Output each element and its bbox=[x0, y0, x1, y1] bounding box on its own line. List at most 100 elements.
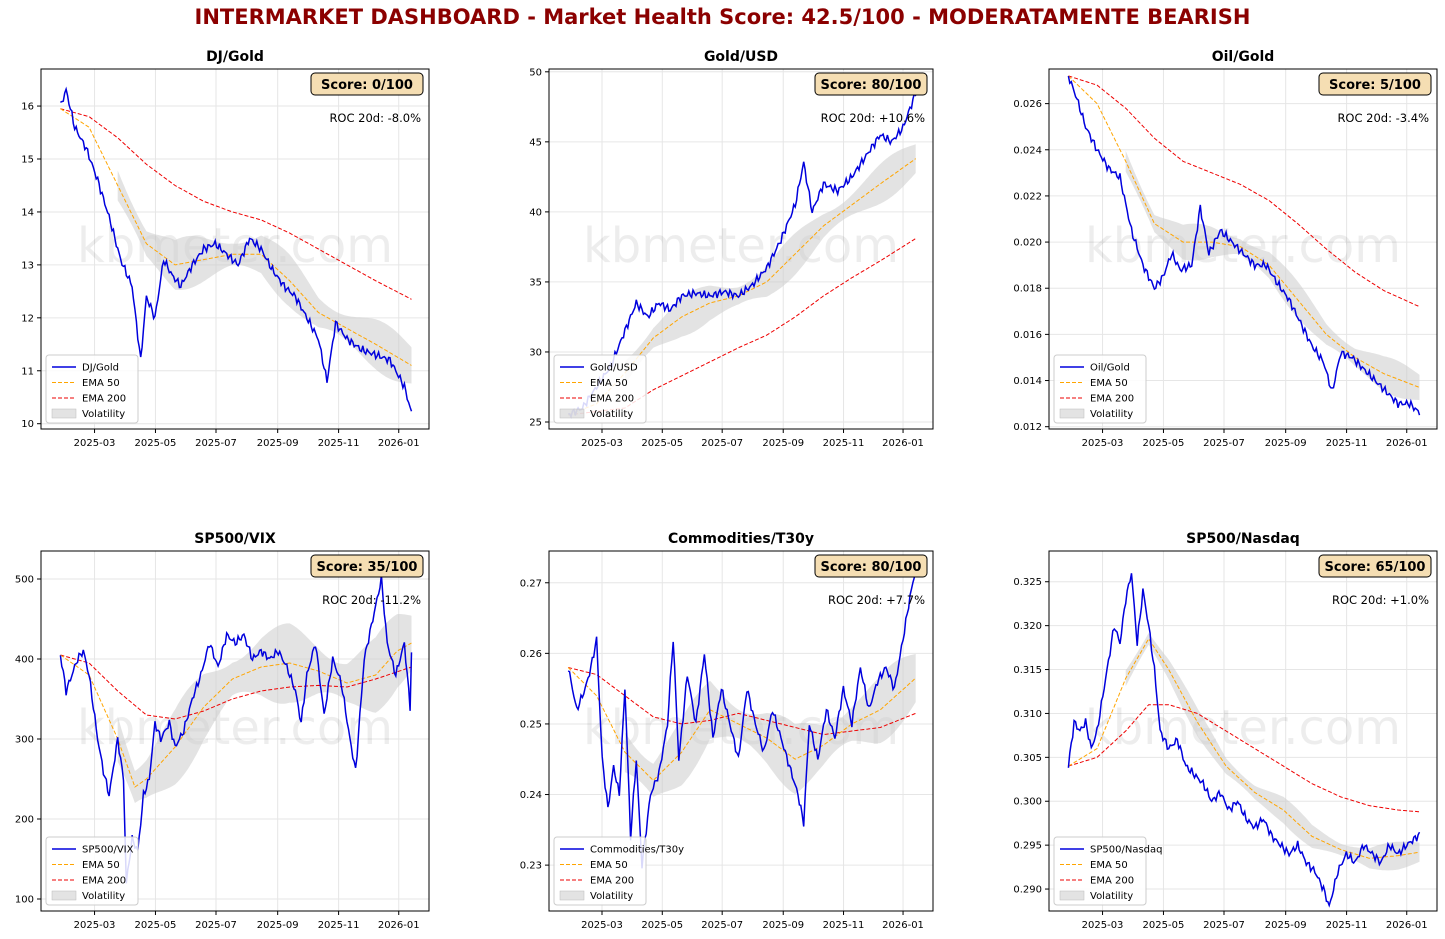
chart-panel-6: kbmeter.com 0.290 0.295 0.300 0.305 0.310 0.31… bbox=[1013, 531, 1438, 931]
legend-item-ema50: EMA 50 bbox=[1090, 378, 1128, 389]
score-text: Score: 80/100 bbox=[821, 78, 922, 93]
y-tick-label: 0.320 bbox=[1013, 621, 1042, 632]
volatility-band bbox=[117, 170, 412, 384]
y-tick-label: 0.300 bbox=[1013, 797, 1042, 808]
score-badge bbox=[1318, 554, 1432, 578]
legend-item-price: SP500/VIX bbox=[82, 845, 134, 856]
legend-item-ema50: EMA 50 bbox=[590, 378, 628, 389]
plot-frame bbox=[548, 550, 934, 912]
y-tick-label: 35 bbox=[529, 277, 542, 288]
price-line bbox=[1067, 75, 1421, 416]
x-tick-label: 2025-09 bbox=[1265, 920, 1307, 931]
y-tick-label: 500 bbox=[15, 575, 34, 586]
y-tick-label: 12 bbox=[21, 313, 34, 324]
y-tick-label: 15 bbox=[21, 155, 34, 166]
plot-frame bbox=[548, 68, 934, 430]
plot-frame bbox=[40, 68, 430, 430]
y-tick-label: 200 bbox=[15, 815, 34, 826]
x-tick-label: 2025-11 bbox=[318, 920, 360, 931]
score-text: Score: 0/100 bbox=[321, 78, 413, 93]
x-tick-label: 2025-09 bbox=[257, 438, 299, 449]
x-tick-label: 2025-05 bbox=[641, 438, 683, 449]
chart-panel-4: kbmeter.com 100 200 300 400 500 2025-03 2025-05… bbox=[15, 531, 430, 931]
x-tick-label: 2025-05 bbox=[135, 438, 177, 449]
legend-item-ema50: EMA 50 bbox=[82, 860, 120, 871]
ema200-line bbox=[60, 108, 412, 300]
legend-item-price: Gold/USD bbox=[590, 363, 638, 374]
y-tick-label: 0.25 bbox=[520, 719, 542, 730]
y-tick-label: 50 bbox=[529, 67, 542, 78]
score-badge bbox=[1318, 72, 1432, 96]
x-tick-label: 2026-01 bbox=[1386, 920, 1428, 931]
y-tick-label: 400 bbox=[15, 655, 34, 666]
y-tick-label: 0.026 bbox=[1013, 99, 1042, 110]
x-tick-label: 2025-11 bbox=[318, 438, 360, 449]
y-tick-label: 10 bbox=[21, 419, 34, 430]
volatility-band bbox=[117, 614, 412, 803]
y-tick-label: 0.27 bbox=[520, 578, 542, 589]
legend: SP500/Nasdaq EMA 50 EMA 200 Volatility bbox=[1053, 836, 1162, 906]
legend-item-volatility: Volatility bbox=[590, 891, 633, 902]
legend: Gold/USD EMA 50 EMA 200 Volatility bbox=[553, 354, 647, 424]
ema200-line bbox=[568, 667, 916, 736]
y-tick-label: 0.024 bbox=[1013, 145, 1042, 156]
y-tick-label: 0.014 bbox=[1013, 376, 1042, 387]
x-tick-label: 2025-07 bbox=[1203, 920, 1245, 931]
x-tick-label: 2025-05 bbox=[135, 920, 177, 931]
x-tick-label: 2025-11 bbox=[823, 438, 865, 449]
x-tick-label: 2025-09 bbox=[762, 438, 804, 449]
legend: DJ/Gold EMA 50 EMA 200 Volatility bbox=[45, 354, 139, 424]
y-tick-label: 30 bbox=[529, 347, 542, 358]
legend-item-price: Commodities/T30y bbox=[590, 845, 684, 856]
legend-item-price: SP500/Nasdaq bbox=[1090, 845, 1162, 856]
x-tick-label: 2026-01 bbox=[378, 438, 420, 449]
ema200-line bbox=[568, 238, 916, 416]
y-tick-label: 0.016 bbox=[1013, 330, 1042, 341]
plot-frame bbox=[1048, 550, 1438, 912]
chart-title: Gold/USD bbox=[704, 49, 778, 65]
watermark: kbmeter.com bbox=[583, 218, 899, 274]
y-tick-label: 0.24 bbox=[520, 790, 542, 801]
x-tick-label: 2025-09 bbox=[762, 920, 804, 931]
legend-item-volatility: Volatility bbox=[590, 409, 633, 420]
x-tick-label: 2026-01 bbox=[378, 920, 420, 931]
y-tick-label: 14 bbox=[21, 207, 34, 218]
chart-title: Oil/Gold bbox=[1212, 49, 1275, 65]
plot-frame bbox=[40, 550, 430, 912]
score-badge bbox=[814, 72, 928, 96]
legend-item-volatility: Volatility bbox=[82, 891, 125, 902]
watermark: kbmeter.com bbox=[77, 700, 393, 756]
x-tick-label: 2025-05 bbox=[1143, 438, 1185, 449]
legend-item-ema200: EMA 200 bbox=[82, 876, 126, 887]
legend-item-ema200: EMA 200 bbox=[590, 876, 634, 887]
chart-panel-1: kbmeter.com101112131415162025-032025-052… bbox=[21, 49, 430, 449]
x-tick-label: 2025-07 bbox=[195, 438, 237, 449]
chart-panel-5: kbmeter.com0.230.240.250.260.272025-0320… bbox=[520, 531, 934, 931]
x-tick-label: 2025-09 bbox=[1265, 438, 1307, 449]
x-tick-label: 2025-03 bbox=[74, 920, 116, 931]
legend-item-ema200: EMA 200 bbox=[590, 394, 634, 405]
x-tick-label: 2026-01 bbox=[882, 920, 924, 931]
legend: SP500/VIX EMA 50 EMA 200 Volatility bbox=[45, 836, 139, 906]
y-tick-label: 0.310 bbox=[1013, 709, 1042, 720]
y-tick-label: 0.012 bbox=[1013, 422, 1042, 433]
score-badge bbox=[310, 554, 424, 578]
score-badge bbox=[814, 554, 928, 578]
score-text: Score: 35/100 bbox=[317, 560, 418, 575]
legend: Oil/Gold EMA 50 EMA 200 Volatility bbox=[1053, 354, 1147, 424]
x-tick-label: 2025-11 bbox=[823, 920, 865, 931]
y-tick-label: 100 bbox=[15, 895, 34, 906]
chart-title: Commodities/T30y bbox=[668, 531, 814, 547]
x-tick-label: 2026-01 bbox=[882, 438, 924, 449]
x-tick-label: 2025-03 bbox=[581, 920, 623, 931]
y-tick-label: 0.305 bbox=[1013, 753, 1042, 764]
x-tick-label: 2025-09 bbox=[257, 920, 299, 931]
y-tick-label: 16 bbox=[21, 102, 34, 113]
y-tick-label: 0.325 bbox=[1013, 577, 1042, 588]
legend-item-volatility: Volatility bbox=[1090, 891, 1133, 902]
roc-text: ROC 20d: -8.0% bbox=[329, 111, 421, 125]
x-tick-label: 2026-01 bbox=[1386, 438, 1428, 449]
price-line bbox=[59, 574, 413, 884]
x-tick-label: 2025-07 bbox=[701, 438, 743, 449]
